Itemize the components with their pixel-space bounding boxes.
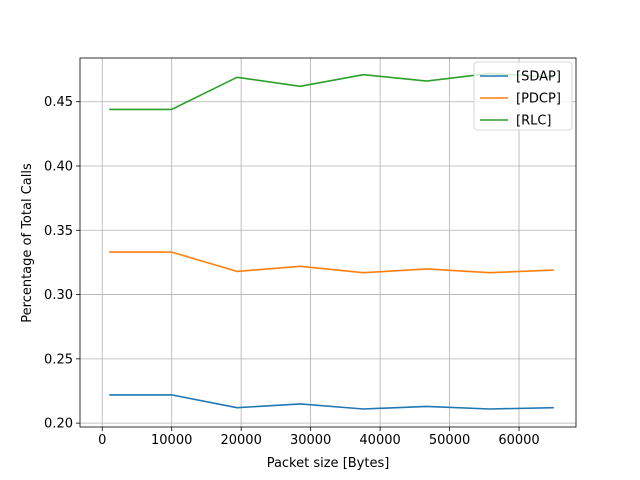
x-tick-label: 60000	[498, 433, 539, 448]
axes-frame	[79, 57, 577, 428]
series-line-1	[109, 251, 554, 274]
ticks: 0 10000 20000 30000 40000 50000 60000 0.20 0.25 0…	[44, 95, 540, 448]
legend-box	[473, 61, 573, 131]
y-tick-label: 0.45	[44, 95, 73, 110]
y-tick-label: 0.40	[44, 160, 73, 175]
y-tick-label: 0.30	[44, 288, 73, 303]
y-tick-label: 0.25	[44, 352, 73, 367]
legend: [SDAP] [PDCP] [RLC]	[473, 61, 573, 131]
legend-label: [PDCP]	[516, 92, 561, 107]
x-tick-label: 0	[98, 433, 106, 448]
y-tick-label: 0.35	[44, 224, 73, 239]
x-tick-label: 40000	[359, 433, 400, 448]
y-axis-label: Percentage of Total Calls	[20, 163, 35, 323]
series-line-0	[109, 394, 554, 410]
x-tick-label: 10000	[151, 433, 192, 448]
axes	[79, 57, 577, 428]
grid	[80, 58, 576, 427]
x-axis-label: Packet size [Bytes]	[267, 456, 390, 471]
x-tick-label: 20000	[220, 433, 261, 448]
x-tick-label: 30000	[290, 433, 331, 448]
legend-label: [RLC]	[516, 114, 552, 129]
legend-label: [SDAP]	[516, 70, 561, 85]
y-tick-label: 0.20	[44, 417, 73, 432]
x-tick-label: 50000	[429, 433, 470, 448]
